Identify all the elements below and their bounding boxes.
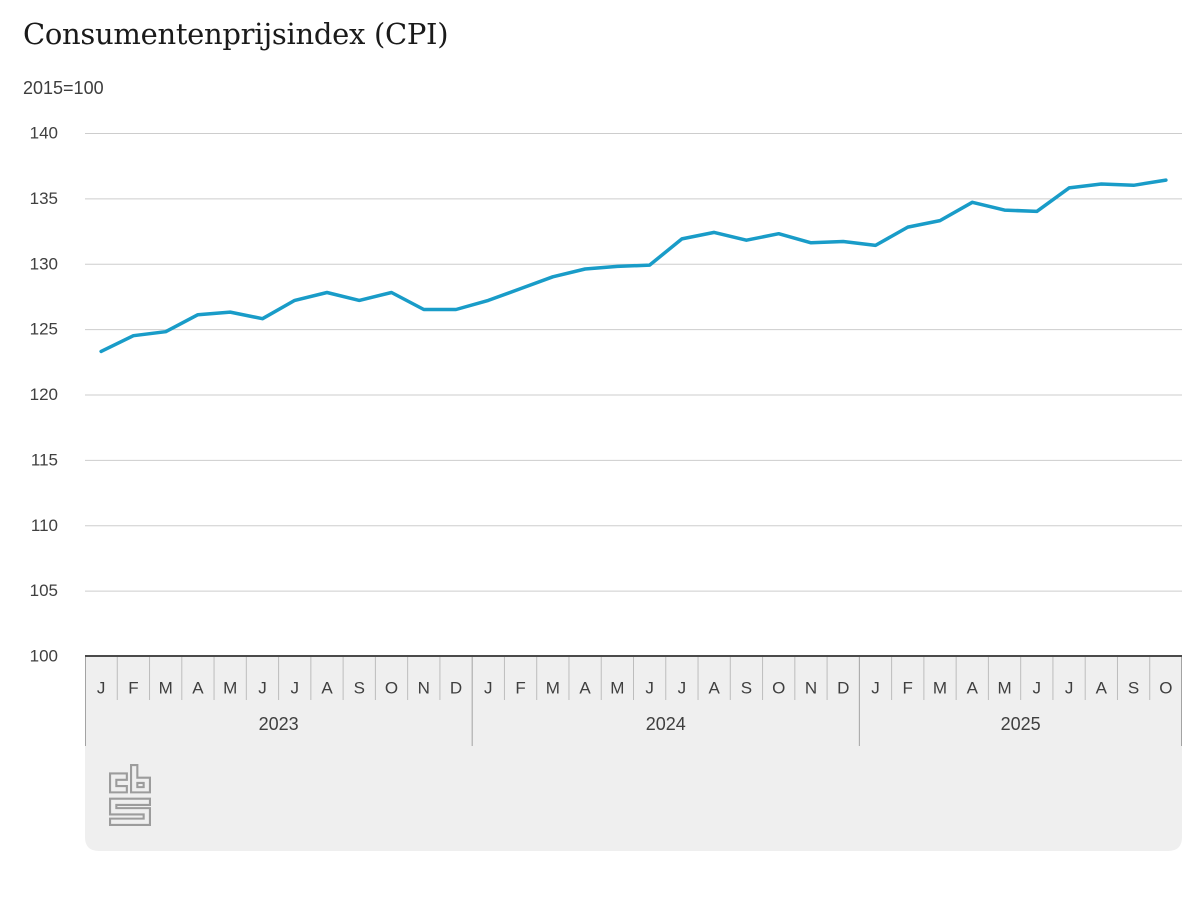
- month-label: O: [385, 679, 398, 698]
- month-label: N: [805, 679, 817, 698]
- month-label: A: [967, 679, 979, 698]
- month-label: A: [1096, 679, 1108, 698]
- y-axis-label: 130: [30, 254, 58, 273]
- cpi-series-line: [99, 178, 1168, 354]
- month-label: M: [223, 679, 237, 698]
- month-label: J: [258, 679, 267, 698]
- month-label: M: [933, 679, 947, 698]
- month-label: M: [546, 679, 560, 698]
- month-label: J: [678, 679, 687, 698]
- cbs-logo-letter-c: [109, 772, 128, 794]
- month-label: S: [354, 679, 365, 698]
- month-label: F: [903, 679, 913, 698]
- cbs-logo: [109, 764, 151, 826]
- y-axis-label: 110: [31, 516, 58, 535]
- month-label: J: [484, 679, 493, 698]
- month-label: J: [97, 679, 106, 698]
- month-label: A: [579, 679, 591, 698]
- year-label: 2023: [259, 714, 299, 734]
- y-axis-label: 135: [30, 189, 58, 208]
- month-label: S: [741, 679, 752, 698]
- month-label: N: [418, 679, 430, 698]
- month-label: O: [772, 679, 785, 698]
- y-axis-label: 105: [30, 581, 58, 600]
- month-label: J: [1033, 679, 1042, 698]
- month-label: A: [321, 679, 333, 698]
- chart-subtitle: 2015=100: [23, 78, 104, 98]
- month-label: M: [997, 679, 1011, 698]
- y-axis-label: 140: [30, 124, 58, 143]
- month-label: J: [871, 679, 880, 698]
- month-label: J: [1065, 679, 1074, 698]
- y-axis-label: 115: [31, 450, 58, 469]
- cbs-logo-letter-b: [130, 764, 151, 794]
- x-axis-panel: [85, 656, 1182, 851]
- chart-title: Consumentenprijsindex (CPI): [23, 17, 449, 51]
- month-label: M: [159, 679, 173, 698]
- month-label: A: [192, 679, 204, 698]
- month-label: O: [1159, 679, 1172, 698]
- month-label: D: [450, 679, 462, 698]
- month-label: J: [645, 679, 654, 698]
- y-axis-label: 120: [30, 385, 58, 404]
- y-axis-label: 125: [30, 320, 58, 339]
- month-label: J: [290, 679, 299, 698]
- month-label: A: [708, 679, 720, 698]
- month-label: F: [128, 679, 138, 698]
- year-label: 2025: [1001, 714, 1041, 734]
- month-label: D: [837, 679, 849, 698]
- month-label: S: [1128, 679, 1139, 698]
- year-label: 2024: [646, 714, 686, 734]
- month-label: M: [610, 679, 624, 698]
- y-axis-label: 100: [30, 647, 58, 666]
- month-label: F: [515, 679, 525, 698]
- cbs-logo-letter-s: [109, 797, 151, 826]
